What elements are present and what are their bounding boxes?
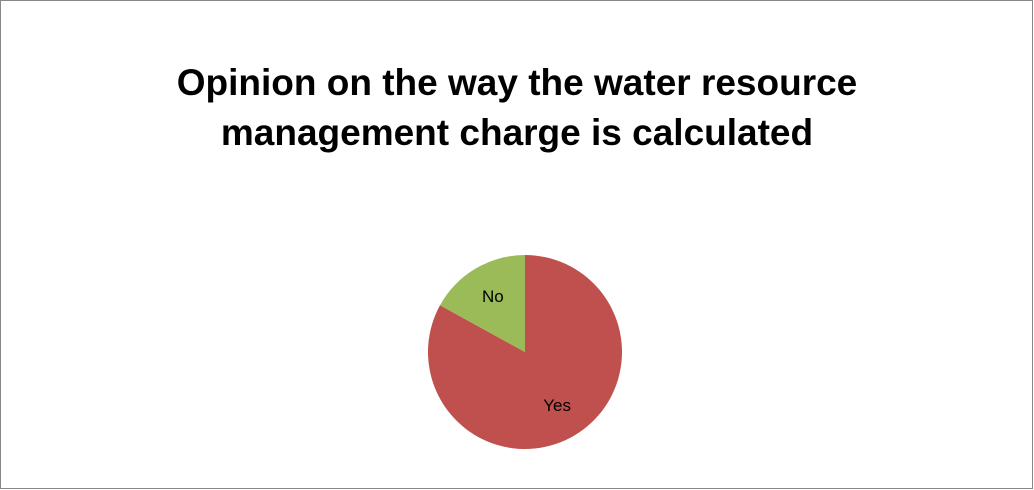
chart-title: Opinion on the way the water resource ma…: [176, 62, 858, 153]
slice-label: No: [482, 287, 504, 306]
pie-slice: [439, 255, 525, 352]
slice-label: Yes: [543, 396, 571, 415]
